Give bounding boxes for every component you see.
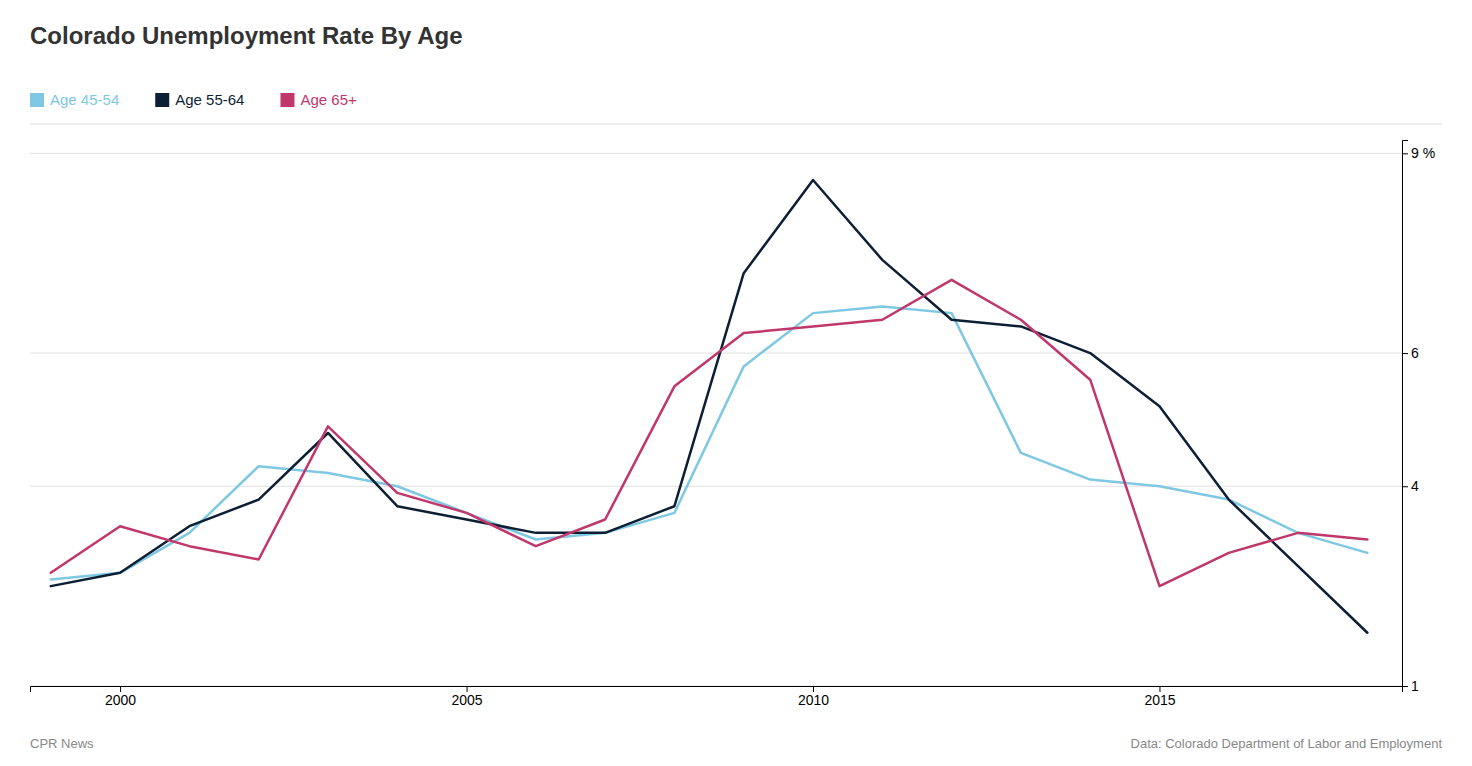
legend-label: Age 55-64 <box>175 91 244 108</box>
y-tick: 1 <box>1402 678 1419 694</box>
legend-item: Age 55-64 <box>155 91 244 108</box>
y-tick-mark <box>1402 353 1408 354</box>
legend-label: Age 65+ <box>300 91 357 108</box>
x-tick: 2010 <box>798 686 829 708</box>
y-tick: 6 <box>1402 345 1419 361</box>
y-tick: 9 % <box>1402 145 1435 161</box>
y-tick-label: 4 <box>1411 478 1419 494</box>
grid-line <box>30 153 1402 154</box>
y-axis: 1 4 6 9 % <box>1402 141 1435 694</box>
series-line <box>51 180 1368 633</box>
footer: CPR News <box>30 736 94 751</box>
grid <box>30 153 1402 686</box>
x-tick: 2015 <box>1144 686 1175 708</box>
x-axis-line <box>31 687 1403 693</box>
legend-label: Age 45-54 <box>50 91 119 108</box>
legend-swatch <box>155 93 169 107</box>
y-tick-label: 1 <box>1411 678 1419 694</box>
chart: Colorado Unemployment Rate By Age Age 45-… <box>0 0 1472 766</box>
x-tick-label: 2015 <box>1144 692 1175 708</box>
x-tick-label: 2010 <box>798 692 829 708</box>
y-tick-mark <box>1402 486 1408 487</box>
title: Colorado Unemployment Rate By Age <box>30 22 463 49</box>
series-line <box>51 306 1368 579</box>
legend-item: Age 65+ <box>280 91 357 108</box>
y-tick-mark <box>1402 686 1408 687</box>
y-tick-label: 9 % <box>1411 145 1435 161</box>
legend: Age 45-54 Age 55-64 Age 65+ <box>30 91 357 108</box>
x-tick-label: 2005 <box>451 692 482 708</box>
footer: Data: Colorado Department of Labor and E… <box>1131 736 1443 751</box>
y-tick: 4 <box>1402 478 1419 494</box>
x-tick: 2005 <box>451 686 482 708</box>
y-axis-line <box>1403 141 1409 687</box>
x-axis: 2000 2005 2010 2015 <box>31 686 1403 708</box>
series-line <box>51 280 1368 586</box>
plot-lines <box>51 180 1368 633</box>
y-tick-label: 6 <box>1411 345 1419 361</box>
legend-swatch <box>280 93 294 107</box>
separator <box>30 124 1442 125</box>
legend-item: Age 45-54 <box>30 91 119 108</box>
x-tick: 2000 <box>105 686 136 708</box>
x-tick-label: 2000 <box>105 692 136 708</box>
y-tick-mark <box>1402 153 1408 154</box>
legend-swatch <box>30 93 44 107</box>
